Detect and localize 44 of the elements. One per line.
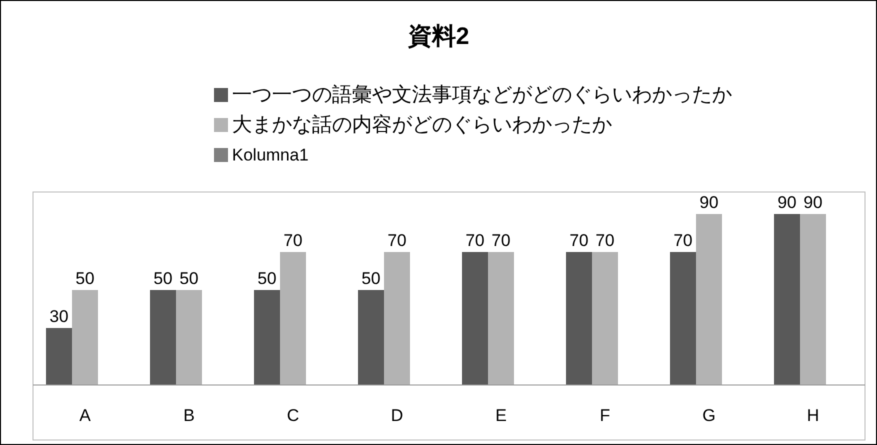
x-tick-label: H <box>806 406 820 425</box>
data-label: 70 <box>466 231 484 250</box>
data-label: 70 <box>570 231 588 250</box>
x-tick-label: D <box>390 406 404 425</box>
bar <box>176 290 202 385</box>
bar <box>800 214 826 385</box>
data-label: 30 <box>50 307 68 326</box>
bar <box>670 252 696 385</box>
x-tick-label: A <box>79 406 92 425</box>
chart-title: 資料2 <box>406 23 470 50</box>
bar <box>280 252 306 385</box>
data-label: 50 <box>362 269 380 288</box>
bar <box>46 328 72 385</box>
bar <box>358 290 384 385</box>
legend-label: 大まかな話の内容がどのぐらいわかったか <box>232 114 612 136</box>
data-label: 50 <box>180 269 198 288</box>
bar <box>488 252 514 385</box>
x-tick-label: B <box>183 406 195 425</box>
data-label: 90 <box>778 193 796 212</box>
data-label: 50 <box>76 269 94 288</box>
data-label: 90 <box>700 193 718 212</box>
data-label: 50 <box>258 269 276 288</box>
data-label: 90 <box>804 193 822 212</box>
data-label: 70 <box>492 231 510 250</box>
bar <box>254 290 280 385</box>
data-label: 70 <box>674 231 692 250</box>
bar <box>462 252 488 385</box>
x-tick-label: F <box>600 406 610 425</box>
bar <box>566 252 592 385</box>
bar <box>592 252 618 385</box>
x-tick-label: C <box>286 406 300 425</box>
x-tick-label: E <box>495 406 507 425</box>
data-label: 70 <box>388 231 406 250</box>
x-tick-label: G <box>702 406 716 425</box>
legend-label: 一つ一つの語彙や文法事項などがどのぐらいわかったか <box>232 84 732 106</box>
bar <box>72 290 98 385</box>
bar <box>774 214 800 385</box>
bar <box>384 252 410 385</box>
bar <box>150 290 176 385</box>
bar <box>696 214 722 385</box>
data-label: 70 <box>284 231 302 250</box>
data-label: 50 <box>154 269 172 288</box>
legend-label: Kolumna1 <box>232 146 309 164</box>
data-label: 70 <box>596 231 614 250</box>
